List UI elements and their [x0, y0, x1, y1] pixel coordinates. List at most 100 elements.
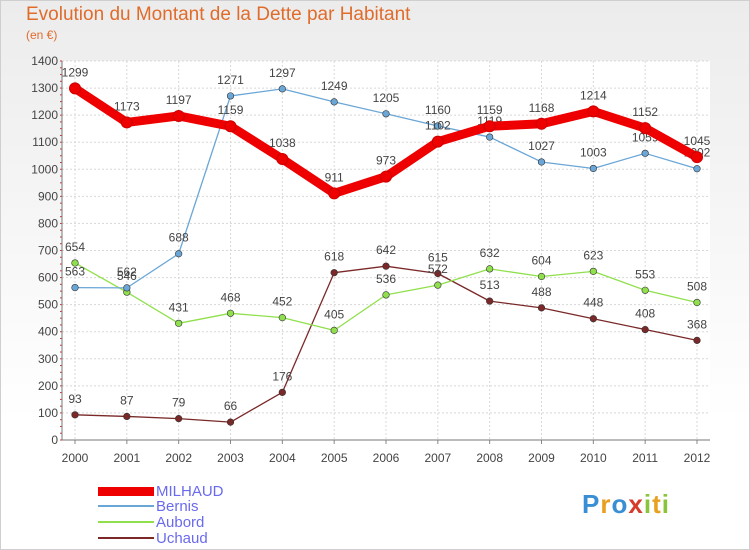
- data-label: 623: [583, 248, 603, 262]
- y-tick-label: 400: [38, 325, 58, 339]
- data-label: 368: [687, 317, 707, 331]
- logo-letter: x: [628, 489, 644, 519]
- data-point: [71, 283, 79, 292]
- data-label: 1102: [425, 119, 451, 133]
- data-label: 553: [635, 267, 655, 281]
- data-label: 513: [480, 278, 500, 292]
- y-tick-label: 1300: [31, 81, 58, 95]
- data-point: [224, 120, 237, 133]
- chart-title: Evolution du Montant de la Dette par Hab…: [26, 4, 411, 25]
- data-label: 1152: [632, 105, 658, 119]
- data-label: 973: [376, 154, 396, 168]
- data-point: [486, 133, 494, 141]
- legend-label: Aubord: [156, 514, 205, 531]
- data-point: [434, 122, 442, 130]
- data-label: 488: [531, 285, 551, 299]
- legend-item-uchaud: Uchaud: [98, 530, 298, 547]
- logo-letter: o: [611, 489, 629, 519]
- data-label: 1038: [269, 136, 296, 150]
- data-label: 1027: [528, 139, 555, 153]
- y-tick-label: 300: [38, 352, 58, 366]
- data-point: [71, 411, 79, 419]
- data-point: [330, 326, 338, 334]
- y-tick-label: 700: [38, 244, 58, 258]
- data-point: [486, 265, 494, 273]
- data-label: 615: [428, 251, 448, 265]
- data-point: [537, 304, 546, 312]
- data-point: [589, 164, 597, 173]
- y-tick-label: 100: [38, 406, 58, 420]
- data-point: [330, 269, 338, 277]
- data-label: 562: [117, 265, 137, 279]
- data-label: 87: [120, 393, 134, 407]
- data-label: 93: [68, 392, 82, 406]
- data-point: [641, 286, 649, 294]
- data-point: [330, 98, 338, 106]
- x-tick-label: 2010: [580, 451, 607, 465]
- data-point: [175, 415, 183, 423]
- data-point: [123, 412, 131, 421]
- data-point: [226, 418, 235, 426]
- x-tick-label: 2000: [62, 451, 89, 465]
- data-label: 1159: [218, 103, 244, 117]
- logo-letter: t: [652, 489, 662, 519]
- data-label: 911: [325, 170, 344, 184]
- data-label: 431: [169, 300, 189, 314]
- x-tick-label: 2009: [528, 451, 555, 465]
- data-point: [226, 92, 235, 100]
- data-point: [175, 250, 183, 258]
- data-label: 1159: [477, 103, 503, 117]
- data-point: [537, 158, 546, 166]
- y-tick-label: 200: [38, 379, 58, 393]
- data-label: 1045: [684, 134, 711, 148]
- data-point: [483, 120, 496, 133]
- data-point: [589, 315, 597, 323]
- data-label: 1197: [166, 93, 192, 107]
- data-point: [693, 336, 701, 344]
- legend-label: Uchaud: [156, 530, 208, 547]
- data-point: [226, 309, 235, 317]
- data-label: 452: [272, 295, 292, 309]
- data-point: [120, 116, 133, 129]
- data-point: [639, 122, 652, 135]
- y-tick-label: 1100: [32, 135, 58, 149]
- legend-label: MILHAUD: [156, 483, 224, 500]
- legend-swatch: [98, 521, 154, 523]
- data-label: 654: [65, 240, 85, 254]
- data-label: 1271: [217, 73, 244, 87]
- x-tick-label: 2011: [632, 451, 658, 465]
- data-label: 79: [172, 396, 186, 410]
- data-label: 1173: [114, 99, 140, 113]
- logo-letter: i: [643, 489, 653, 519]
- y-tick-label: 1000: [31, 162, 58, 176]
- x-tick-label: 2006: [373, 451, 400, 465]
- data-point: [276, 152, 289, 165]
- data-point: [641, 325, 649, 334]
- legend-swatch: [98, 487, 154, 496]
- logo-letter: r: [600, 489, 612, 519]
- data-point: [382, 291, 390, 299]
- legend-swatch: [98, 537, 154, 539]
- data-label: 468: [220, 290, 240, 304]
- legend-swatch: [98, 505, 154, 507]
- data-point: [123, 284, 131, 292]
- data-label: 1297: [269, 66, 296, 80]
- data-label: 1299: [62, 65, 89, 79]
- data-label: 604: [531, 253, 551, 267]
- data-label: 1214: [580, 88, 607, 102]
- data-point: [431, 135, 444, 148]
- y-tick-label: 0: [51, 433, 58, 447]
- legend-label: Bernis: [156, 498, 199, 515]
- x-tick-label: 2005: [321, 451, 348, 465]
- x-tick-label: 2001: [113, 451, 140, 465]
- data-label: 546: [117, 269, 137, 283]
- data-point: [382, 110, 390, 118]
- data-label: 688: [169, 231, 189, 245]
- x-tick-label: 2007: [424, 451, 451, 465]
- y-tick-label: 800: [38, 216, 58, 230]
- chart-unit: (en €): [26, 28, 58, 42]
- legend-item-aubord: Aubord: [98, 514, 298, 531]
- data-label: 1205: [373, 91, 400, 105]
- data-label: 563: [65, 265, 85, 279]
